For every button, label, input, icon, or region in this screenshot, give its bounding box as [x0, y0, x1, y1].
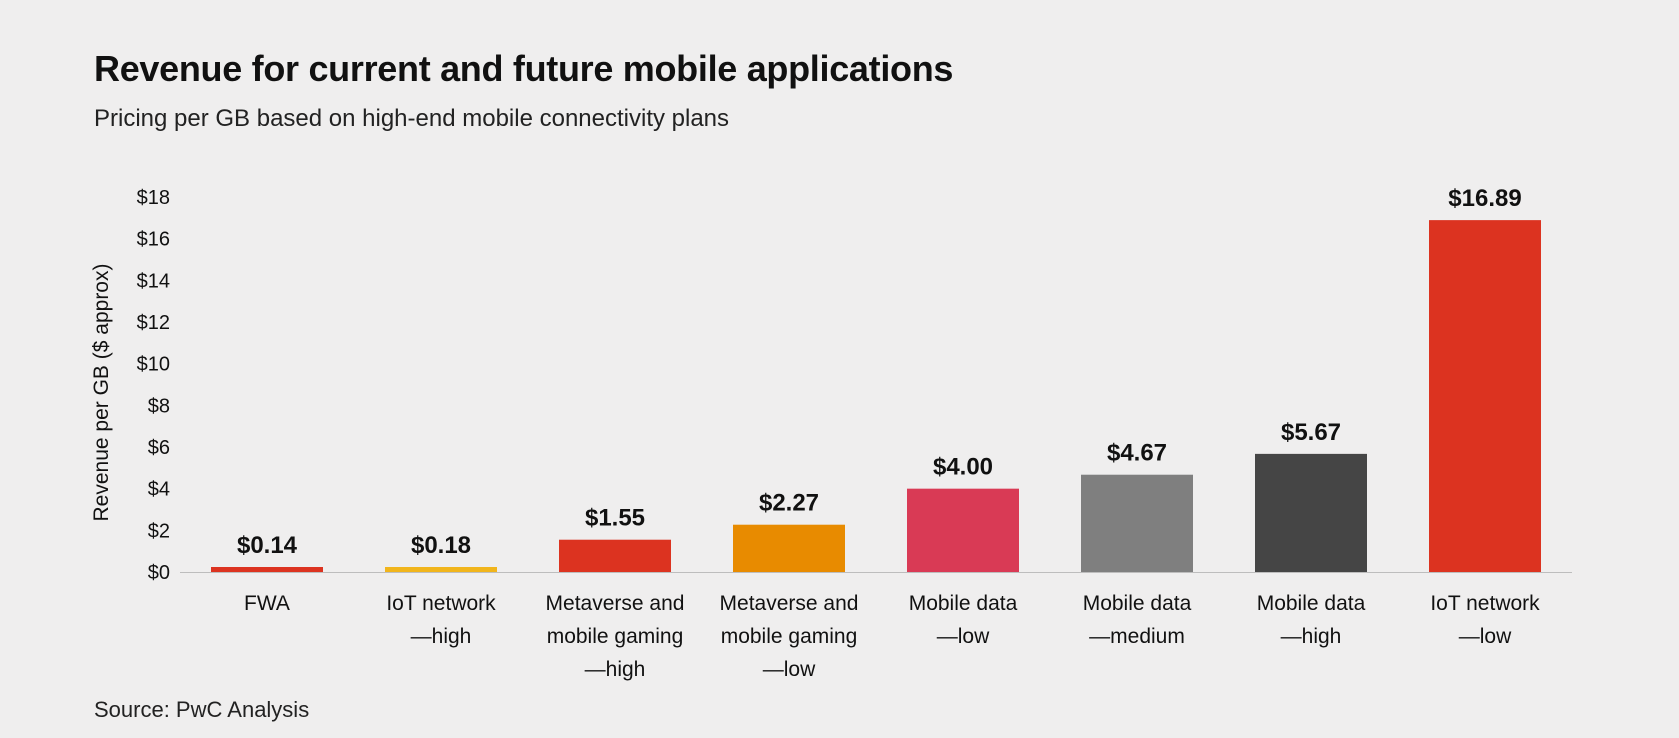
y-tick-label: $4 — [148, 479, 170, 501]
category-label: FWA — [244, 592, 290, 615]
category-label: Metaverse and mobile gaming —high — [546, 592, 685, 681]
category-label: Metaverse and mobile gaming —low — [720, 592, 859, 681]
value-label: $0.18 — [411, 532, 471, 559]
chart-subtitle: Pricing per GB based on high-end mobile … — [94, 105, 730, 132]
y-tick-label: $18 — [137, 187, 170, 209]
y-tick-label: $6 — [148, 437, 170, 459]
source-note: Source: PwC Analysis — [94, 697, 310, 722]
y-tick-label: $14 — [137, 270, 170, 292]
y-axis: $0 $2 $4 $6 $8 $10 $12 $14 $16 $18 — [137, 187, 170, 584]
value-label: $4.00 — [933, 454, 993, 481]
category-label: IoT network —low — [1430, 592, 1540, 648]
y-axis-label: Revenue per GB ($ approx) — [90, 264, 113, 522]
y-tick-label: $8 — [148, 395, 170, 417]
value-label: $2.27 — [759, 490, 819, 517]
category-label: Mobile data —high — [1257, 592, 1366, 648]
bar — [211, 567, 323, 572]
value-label: $4.67 — [1107, 440, 1167, 467]
value-labels: $0.14 $0.18 $1.55 $2.27 $4.00 $4.67 $5.67 $16.8… — [237, 185, 1522, 559]
bars — [211, 220, 1541, 572]
category-label: Mobile data —medium — [1083, 592, 1192, 648]
bar — [1255, 453, 1367, 572]
y-tick-label: $0 — [148, 562, 170, 584]
chart-title: Revenue for current and future mobile ap… — [94, 48, 954, 89]
y-tick-label: $12 — [137, 312, 170, 334]
bar — [733, 524, 845, 572]
bar — [1429, 220, 1541, 572]
value-label: $0.14 — [237, 532, 298, 559]
y-tick-label: $16 — [137, 229, 170, 251]
category-label: IoT network —high — [386, 592, 496, 648]
category-labels: FWA IoT network —high Metaverse and mobile g… — [244, 592, 1540, 681]
bar — [907, 488, 1019, 572]
y-tick-label: $2 — [148, 520, 170, 542]
bar — [559, 539, 671, 572]
category-label: Mobile data —low — [909, 592, 1018, 648]
bar — [1081, 474, 1193, 572]
value-label: $1.55 — [585, 505, 645, 532]
value-label: $16.89 — [1448, 185, 1521, 212]
value-label: $5.67 — [1281, 419, 1341, 446]
y-tick-label: $10 — [137, 354, 170, 376]
bar — [385, 567, 497, 572]
